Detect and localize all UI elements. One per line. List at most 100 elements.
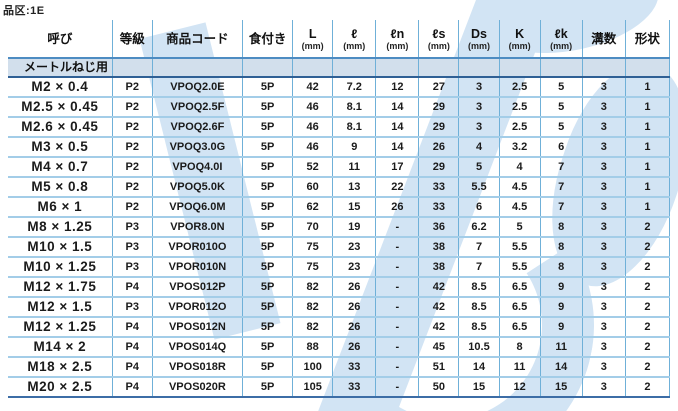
cell-Ds: 7 [458,237,500,258]
cell-ls: 45 [418,337,459,358]
cell-product_code: VPOS020R [151,377,243,398]
cell-product_code: VPOS012P [151,277,243,298]
col-header-ln: ℓn (mm) [375,20,419,58]
cell-ls: 29 [418,97,459,118]
cell-K: 2.5 [498,97,541,118]
cell-chamfer: 5P [242,117,293,138]
cell-ln: - [375,277,419,298]
cell-lk: 5 [539,117,583,138]
section-cell: メートルねじ用 [8,58,113,78]
col-header-unit: (mm) [301,40,324,51]
cell-product_code: VPOS014Q [151,337,243,358]
table-row: M8 × 1.25 P3 VPOR8.0N 5P 70 19-36 6.2 5 8 3 2 [8,217,671,238]
cell-ln: 14 [375,137,419,158]
cell-L: 46 [292,117,333,138]
cell-Ds: 3 [458,117,500,138]
cell-Ds: 14 [458,357,500,378]
cell-grade: P2 [111,197,153,218]
section-cell [332,58,376,78]
cell-shape: 2 [624,297,671,318]
cell-grade: P2 [111,77,153,98]
cell-flutes: 3 [581,137,626,158]
col-header-label: 溝数 [591,31,617,46]
cell-chamfer: 5P [242,297,293,318]
col-header-unit: (mm) [468,40,490,51]
col-header-label: 等級 [119,31,145,46]
cell-grade: P3 [111,257,153,278]
cell-K: 6.5 [498,317,541,338]
cell-lk: 8 [539,217,583,238]
cell-lk: 15 [539,377,583,398]
cell-l: 26 [332,277,376,298]
cell-lk: 7 [539,197,583,218]
cell-shape: 1 [624,157,671,178]
cell-K: 5.5 [498,257,541,278]
cell-shape: 1 [624,97,671,118]
cell-shape: 2 [624,237,671,258]
cell-name: M10 × 1.25 [8,257,113,278]
cell-ln: - [375,257,419,278]
cell-Ds: 3 [458,97,500,118]
cell-chamfer: 5P [242,77,293,98]
cell-Ds: 7 [458,257,500,278]
cell-ls: 50 [418,377,459,398]
cell-K: 4 [498,157,541,178]
cell-product_code: VPOQ5.0K [151,177,243,198]
cell-l: 33 [332,377,376,398]
cell-grade: P4 [111,357,153,378]
cell-L: 82 [292,277,333,298]
cell-l: 23 [332,237,376,258]
table-row: M2 × 0.4 P2 VPOQ2.0E 5P 42 7.2 12 27 3 2.5 5 3 1 [8,77,671,98]
table-row: M20 × 2.5 P4 VPOS020R 5P 105 33-50 15 12 15 3 2 [8,377,671,398]
cell-grade: P2 [111,137,153,158]
cell-L: 100 [292,357,333,378]
cell-l: 9 [332,137,376,158]
cell-name: M2.5 × 0.45 [8,97,113,118]
cell-chamfer: 5P [242,337,293,358]
cell-chamfer: 5P [242,317,293,338]
cell-flutes: 3 [581,277,626,298]
cell-Ds: 6.2 [458,217,500,238]
cell-ln: - [375,237,419,258]
cell-name: M12 × 1.25 [8,317,113,338]
cell-ln: - [375,377,419,398]
section-cell [418,58,459,78]
col-header-lk: ℓk (mm) [539,20,583,58]
cell-lk: 9 [539,297,583,318]
cell-ls: 27 [418,77,459,98]
cell-ln: 12 [375,77,419,98]
cell-lk: 14 [539,357,583,378]
cell-Ds: 5.5 [458,177,500,198]
cell-flutes: 3 [581,337,626,358]
cell-flutes: 3 [581,177,626,198]
section-cell [151,58,243,78]
cell-name: M4 × 0.7 [8,157,113,178]
cell-lk: 7 [539,157,583,178]
cell-ls: 38 [418,257,459,278]
cell-name: M2 × 0.4 [8,77,113,98]
cell-grade: P4 [111,377,153,398]
cell-product_code: VPOR010O [151,237,243,258]
cell-chamfer: 5P [242,237,293,258]
cell-K: 6.5 [498,297,541,318]
cell-Ds: 8.5 [458,317,500,338]
cell-l: 23 [332,257,376,278]
cell-ln: 14 [375,117,419,138]
section-cell [624,58,671,78]
cell-flutes: 3 [581,377,626,398]
cell-L: 82 [292,297,333,318]
col-header-label: ℓk [554,26,568,41]
table-row: M5 × 0.8 P2 VPOQ5.0K 5P 60 13 22 33 5.5 4.5 7 3 1 [8,177,671,198]
cell-product_code: VPOQ2.0E [151,77,243,98]
cell-product_code: VPOQ6.0M [151,197,243,218]
cell-grade: P3 [111,217,153,238]
cell-name: M6 × 1 [8,197,113,218]
cell-grade: P2 [111,97,153,118]
cell-ls: 26 [418,137,459,158]
cell-l: 11 [332,157,376,178]
cell-Ds: 10.5 [458,337,500,358]
cell-K: 2.5 [498,77,541,98]
cell-name: M12 × 1.5 [8,297,113,318]
cell-flutes: 3 [581,77,626,98]
cell-lk: 8 [539,237,583,258]
